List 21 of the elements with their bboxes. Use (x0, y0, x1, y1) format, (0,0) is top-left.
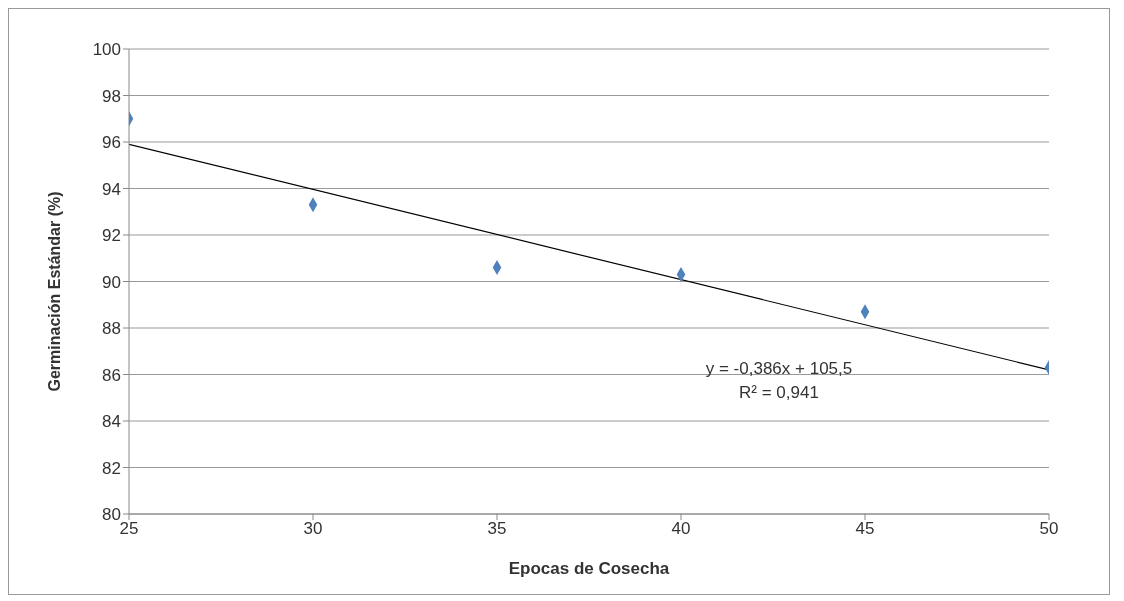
y-tick-label: 96 (102, 133, 121, 153)
annotation: R² = 0,941 (738, 382, 820, 404)
y-tick-label: 92 (102, 226, 121, 246)
x-tick-label: 30 (303, 519, 323, 539)
y-axis-title: Germinación Estándar (%) (45, 191, 63, 392)
y-tick-label: 80 (102, 505, 121, 525)
y-tick-label: 94 (102, 179, 121, 199)
y-tick-label: 98 (102, 86, 121, 106)
x-tick-label: 45 (855, 519, 875, 539)
annotation: y = -0,386x + 105,5 (704, 358, 854, 380)
y-tick-label: 88 (102, 319, 121, 339)
x-axis-title: Epocas de Cosecha (508, 559, 670, 578)
x-tick-label: 25 (119, 519, 139, 539)
x-tick-label: 35 (487, 519, 507, 539)
y-tick-label: 90 (102, 272, 121, 292)
x-tick-label: 40 (671, 519, 691, 539)
y-tick-label: 100 (92, 40, 121, 60)
y-tick-label: 82 (102, 458, 121, 478)
y-tick-label: 86 (102, 365, 121, 385)
x-tick-label: 50 (1039, 519, 1059, 539)
y-tick-label: 84 (102, 412, 121, 432)
